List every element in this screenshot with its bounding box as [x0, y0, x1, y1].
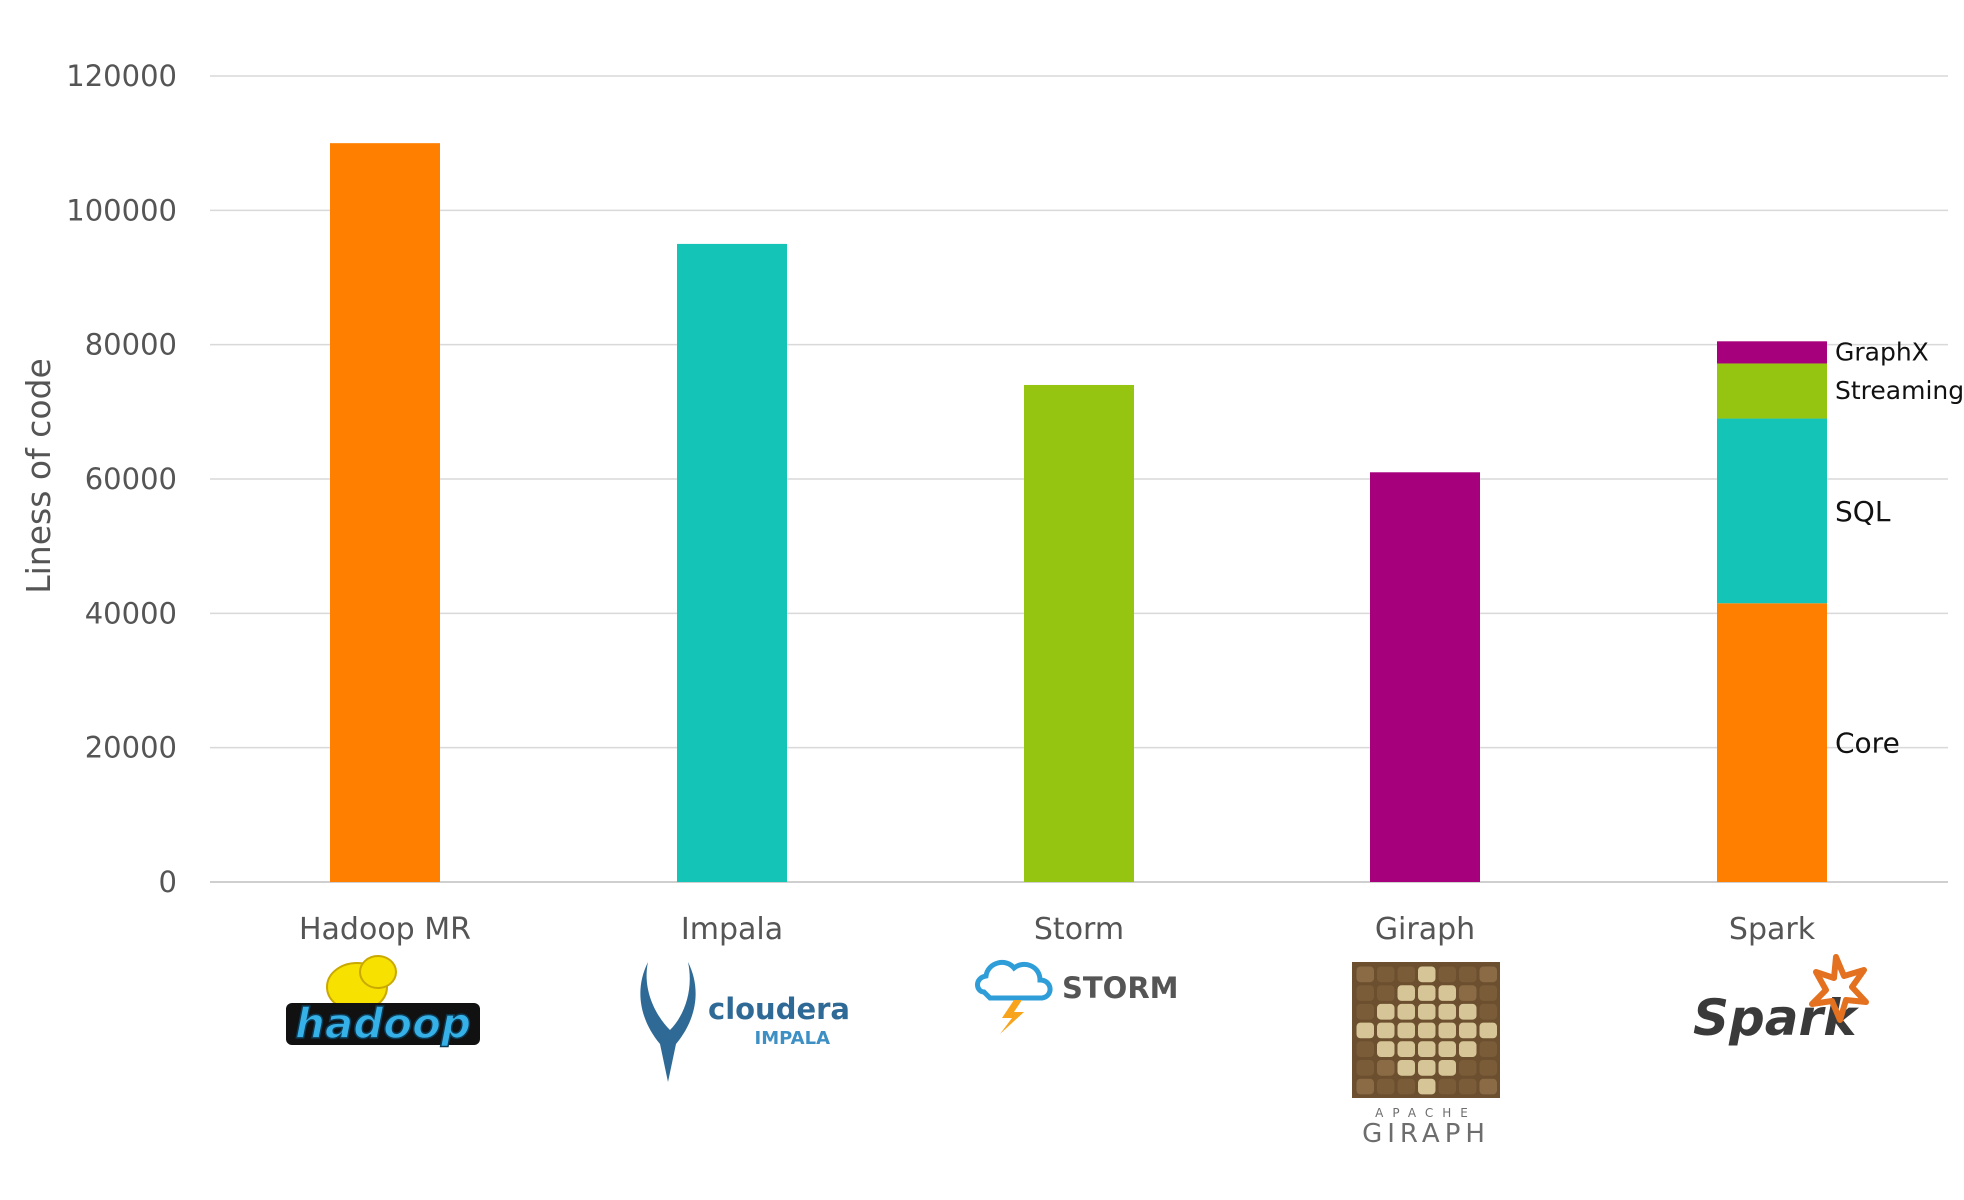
y-tick-label: 120000 [66, 59, 177, 93]
giraph-tile [1418, 1003, 1436, 1020]
y-tick-label: 0 [159, 865, 177, 899]
bar-segment [1370, 472, 1480, 882]
giraph-tile [1397, 1078, 1415, 1095]
giraph-tile [1356, 985, 1374, 1001]
giraph-tile [1418, 1060, 1436, 1076]
giraph-tile [1377, 985, 1395, 1001]
segment-label: GraphX [1835, 337, 1929, 366]
category-label: Storm [1034, 912, 1124, 947]
segment-labels: Core SQL Streaming GraphX [1835, 337, 1964, 759]
giraph-tile [1459, 1022, 1477, 1039]
giraph-tile [1459, 1041, 1477, 1057]
bar-segment [330, 143, 440, 882]
x-axis-categories: Hadoop MR Impala Storm Giraph Spark [299, 912, 1816, 947]
giraph-tile [1418, 1022, 1436, 1039]
cloudera-impala-logo: cloudera IMPALA [640, 962, 850, 1082]
giraph-tile [1397, 1060, 1415, 1076]
bar-segment [1024, 384, 1134, 882]
giraph-tiles [1356, 966, 1497, 1095]
giraph-tile [1418, 985, 1436, 1001]
giraph-tile [1438, 1078, 1456, 1095]
category-label: Hadoop MR [299, 912, 471, 947]
segment-label: Streaming [1835, 376, 1964, 405]
hadoop-logo: hadoop [286, 955, 480, 1049]
hadoop-logo-text: hadoop [295, 999, 471, 1048]
giraph-tile [1397, 1022, 1415, 1039]
giraph-tile [1418, 1041, 1436, 1057]
spark-logo: Spark [1693, 954, 1869, 1047]
giraph-tile [1438, 1003, 1456, 1020]
giraph-tile [1377, 1078, 1395, 1095]
y-axis-ticks: 0 20000 40000 60000 80000 100000 120000 [66, 59, 177, 899]
giraph-tile [1356, 966, 1374, 983]
category-label: Giraph [1375, 912, 1475, 947]
giraph-tile [1397, 966, 1415, 983]
giraph-logo: APACHE GIRAPH [1352, 962, 1500, 1149]
giraph-tile [1356, 1041, 1374, 1057]
bar-segment [1717, 341, 1827, 364]
y-tick-label: 20000 [85, 731, 177, 765]
giraph-tile [1418, 966, 1436, 983]
hadoop-elephant-head-icon [359, 955, 397, 989]
giraph-tile [1459, 985, 1477, 1001]
bar-segment [1717, 418, 1827, 604]
giraph-tile [1479, 985, 1497, 1001]
giraph-tile [1377, 1041, 1395, 1057]
category-label: Impala [681, 912, 783, 947]
giraph-logo-bottom: GIRAPH [1362, 1119, 1490, 1149]
y-tick-label: 100000 [66, 193, 177, 227]
giraph-tile [1479, 1078, 1497, 1095]
bar-segment [1717, 363, 1827, 419]
giraph-tile [1377, 1003, 1395, 1020]
storm-logo: STORM [975, 959, 1179, 1034]
impala-logo-product: IMPALA [755, 1028, 831, 1049]
giraph-tile [1377, 1060, 1395, 1076]
impala-logo-brand: cloudera [708, 992, 850, 1026]
giraph-tile [1418, 1078, 1436, 1095]
giraph-tile [1356, 1022, 1374, 1039]
bar-segment [1717, 603, 1827, 882]
category-label: Spark [1729, 912, 1816, 947]
storm-logo-text: STORM [1062, 971, 1179, 1005]
giraph-tile [1397, 1041, 1415, 1057]
y-tick-label: 60000 [85, 462, 177, 496]
impala-antelope-icon [640, 962, 696, 1082]
giraph-tile [1377, 1022, 1395, 1039]
spark-logo-text: Spark [1693, 989, 1859, 1047]
y-tick-label: 80000 [85, 328, 177, 362]
giraph-tile [1438, 966, 1456, 983]
spark-star-icon [1809, 954, 1869, 1023]
giraph-tile [1438, 985, 1456, 1001]
giraph-tile [1459, 1060, 1477, 1076]
giraph-tile [1356, 1003, 1374, 1020]
giraph-tile [1397, 985, 1415, 1001]
giraph-tile [1377, 966, 1395, 983]
giraph-tile [1397, 1003, 1415, 1020]
giraph-tile [1479, 1022, 1497, 1039]
giraph-tile [1459, 1003, 1477, 1020]
giraph-tile [1356, 1060, 1374, 1076]
giraph-tile [1459, 1078, 1477, 1095]
giraph-tile [1459, 966, 1477, 983]
hadoop-logo-backdrop [286, 1003, 480, 1045]
giraph-tile [1479, 1041, 1497, 1057]
giraph-logo-top: APACHE [1375, 1106, 1477, 1120]
giraph-tile [1356, 1078, 1374, 1095]
bar-segment [677, 243, 787, 882]
giraph-tile [1438, 1022, 1456, 1039]
segment-label: SQL [1835, 495, 1891, 528]
y-tick-label: 40000 [85, 596, 177, 630]
giraph-tile [1479, 1003, 1497, 1020]
giraph-tile [1438, 1041, 1456, 1057]
segment-label: Core [1835, 727, 1900, 760]
y-axis-label: Liness of code [19, 358, 58, 594]
storm-bolt-icon [1000, 1000, 1024, 1034]
giraph-tile [1479, 1060, 1497, 1076]
giraph-tile [1479, 966, 1497, 983]
giraph-tile [1438, 1060, 1456, 1076]
storm-cloud-icon [975, 959, 1053, 1001]
bars [330, 143, 1827, 882]
